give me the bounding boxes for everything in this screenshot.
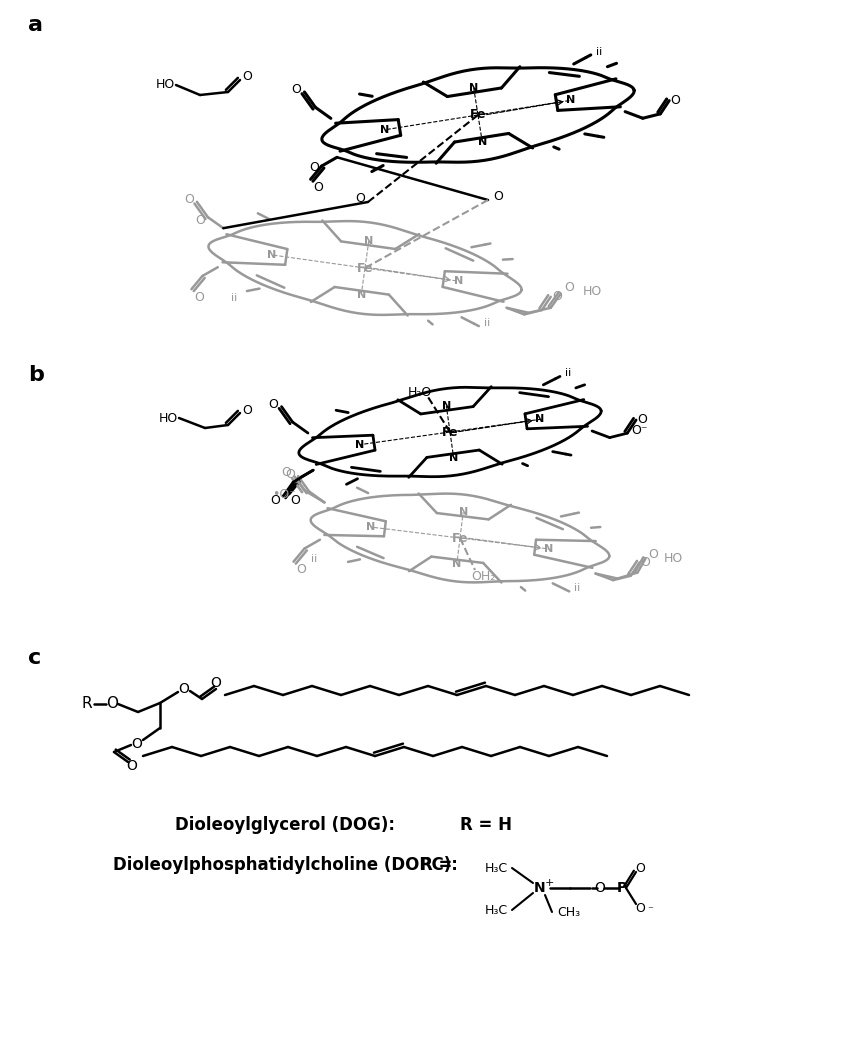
Text: ii: ii [231,293,237,302]
Text: O: O [106,696,118,711]
Text: Fe: Fe [442,426,458,438]
Text: N: N [544,544,554,554]
Text: O: O [594,881,605,895]
Text: ii: ii [565,368,571,379]
Text: P: P [616,881,628,895]
Text: HO: HO [156,79,175,91]
Text: b: b [28,365,44,385]
Text: O: O [310,161,319,174]
Text: HO: HO [583,285,602,298]
Text: N: N [469,83,478,93]
Text: Fe: Fe [452,531,468,545]
Text: N: N [449,453,458,463]
Text: O: O [635,862,645,874]
Text: N: N [355,440,365,449]
Text: N: N [356,290,365,300]
Text: ⁻: ⁻ [647,905,653,916]
Text: N: N [459,508,468,517]
Text: O: O [179,682,189,696]
Text: N: N [534,881,546,895]
Text: R = H: R = H [460,816,512,834]
Text: Dioleoylglycerol (DOG):: Dioleoylglycerol (DOG): [175,816,395,834]
Text: O: O [637,413,647,427]
Text: Fe: Fe [470,109,486,121]
Text: N: N [366,522,376,532]
Text: ii: ii [311,554,318,565]
Text: N: N [566,95,576,105]
Text: CH₃: CH₃ [557,905,580,919]
Text: O: O [297,564,306,576]
Text: +: + [544,878,554,887]
Text: O: O [126,759,137,773]
Text: N: N [364,236,373,246]
Text: OH₂: OH₂ [471,570,495,582]
Text: O: O [314,181,324,194]
Text: O: O [242,71,252,83]
Text: O: O [649,548,658,562]
Text: ii: ii [595,47,602,57]
Text: N: N [267,250,276,260]
Text: O: O [282,466,292,479]
Text: O: O [269,399,278,411]
Text: Fe: Fe [357,262,373,274]
Text: O: O [184,193,194,207]
Text: H₃C: H₃C [485,862,508,874]
Text: O: O [640,556,650,569]
Text: O: O [285,467,295,481]
Text: O: O [131,737,142,752]
Text: N: N [477,137,487,147]
Text: O⁻: O⁻ [632,425,648,437]
Text: O: O [493,191,503,203]
Text: ii: ii [483,318,490,328]
Text: H₂O: H₂O [408,385,432,399]
Text: HO: HO [159,411,178,425]
Text: a: a [28,15,43,35]
Text: ii: ii [574,583,580,594]
Text: Dioleoylphosphatidylcholine (DOPC):: Dioleoylphosphatidylcholine (DOPC): [113,856,457,874]
Text: O: O [290,494,299,507]
Text: O: O [271,494,280,507]
Text: O: O [552,291,561,303]
Text: c: c [28,648,42,668]
Text: O: O [194,291,204,304]
Text: O: O [292,83,301,97]
Text: R: R [81,696,92,711]
Text: N: N [380,125,389,135]
Text: R =: R = [420,856,452,874]
Text: H₃C: H₃C [485,903,508,917]
Text: N: N [535,414,544,425]
Text: N: N [454,276,463,286]
Text: •O⁻: •O⁻ [271,488,295,501]
Text: O: O [564,281,573,295]
Text: O: O [242,404,252,416]
Text: O: O [635,901,645,914]
Text: O: O [355,192,365,206]
Text: O: O [196,214,205,226]
Text: N: N [452,558,461,569]
Text: O: O [670,94,680,107]
Text: HO: HO [663,552,683,565]
Text: N: N [442,402,451,411]
Text: O: O [210,676,221,690]
